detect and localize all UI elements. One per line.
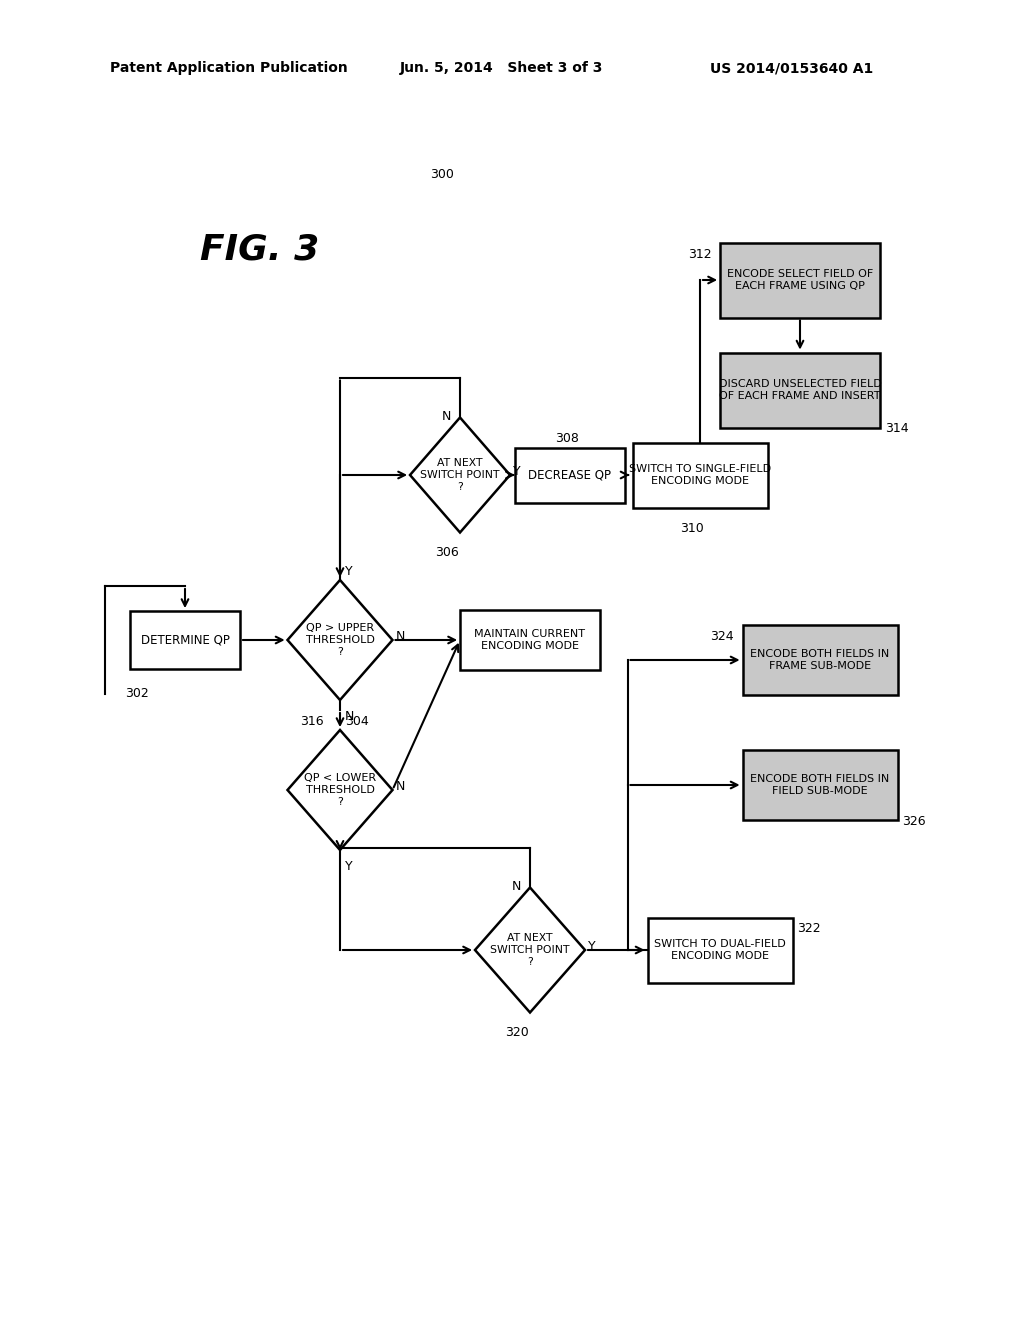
Text: 304: 304: [345, 715, 369, 729]
Text: ENCODE SELECT FIELD OF
EACH FRAME USING QP: ENCODE SELECT FIELD OF EACH FRAME USING …: [727, 268, 873, 292]
Polygon shape: [475, 887, 585, 1012]
Text: 312: 312: [688, 248, 712, 260]
Text: ENCODE BOTH FIELDS IN
FRAME SUB-MODE: ENCODE BOTH FIELDS IN FRAME SUB-MODE: [751, 648, 890, 672]
Text: QP > UPPER
THRESHOLD
?: QP > UPPER THRESHOLD ?: [305, 623, 375, 657]
Bar: [515, 447, 625, 503]
Bar: [720, 243, 880, 318]
Text: N: N: [395, 780, 404, 793]
Polygon shape: [288, 579, 392, 700]
Text: AT NEXT
SWITCH POINT
?: AT NEXT SWITCH POINT ?: [420, 458, 500, 492]
Text: Jun. 5, 2014   Sheet 3 of 3: Jun. 5, 2014 Sheet 3 of 3: [400, 61, 603, 75]
Bar: [647, 917, 793, 982]
Text: 320: 320: [505, 1027, 528, 1040]
Text: Patent Application Publication: Patent Application Publication: [110, 61, 348, 75]
Text: Y: Y: [588, 940, 596, 953]
Text: 322: 322: [798, 923, 821, 936]
Text: Y: Y: [513, 465, 520, 478]
Text: SWITCH TO SINGLE-FIELD
ENCODING MODE: SWITCH TO SINGLE-FIELD ENCODING MODE: [629, 463, 771, 486]
Text: AT NEXT
SWITCH POINT
?: AT NEXT SWITCH POINT ?: [490, 933, 569, 968]
Text: Y: Y: [345, 861, 352, 873]
Bar: [460, 610, 600, 671]
Bar: [130, 611, 240, 669]
Text: 326: 326: [902, 814, 926, 828]
Text: MAINTAIN CURRENT
ENCODING MODE: MAINTAIN CURRENT ENCODING MODE: [474, 628, 586, 651]
Text: DECREASE QP: DECREASE QP: [528, 469, 611, 482]
Bar: [742, 624, 897, 696]
Text: DISCARD UNSELECTED FIELD
OF EACH FRAME AND INSERT: DISCARD UNSELECTED FIELD OF EACH FRAME A…: [719, 379, 882, 401]
Text: Y: Y: [345, 565, 352, 578]
Text: 302: 302: [125, 686, 148, 700]
Text: 300: 300: [430, 168, 454, 181]
Bar: [720, 352, 880, 428]
Text: 324: 324: [711, 630, 734, 643]
Text: QP < LOWER
THRESHOLD
?: QP < LOWER THRESHOLD ?: [304, 772, 376, 808]
Polygon shape: [288, 730, 392, 850]
Text: 310: 310: [680, 521, 703, 535]
Text: N: N: [345, 710, 354, 723]
Text: 316: 316: [300, 715, 324, 729]
Text: ENCODE BOTH FIELDS IN
FIELD SUB-MODE: ENCODE BOTH FIELDS IN FIELD SUB-MODE: [751, 774, 890, 796]
Bar: [633, 442, 768, 507]
Text: N: N: [395, 630, 404, 643]
Bar: [742, 750, 897, 820]
Polygon shape: [410, 417, 510, 532]
Text: US 2014/0153640 A1: US 2014/0153640 A1: [710, 61, 873, 75]
Text: 314: 314: [885, 422, 908, 436]
Text: DETERMINE QP: DETERMINE QP: [140, 634, 229, 647]
Text: 306: 306: [435, 546, 459, 560]
Text: N: N: [442, 409, 452, 422]
Text: N: N: [512, 879, 521, 892]
Text: FIG. 3: FIG. 3: [200, 234, 319, 267]
Text: SWITCH TO DUAL-FIELD
ENCODING MODE: SWITCH TO DUAL-FIELD ENCODING MODE: [654, 939, 785, 961]
Text: 308: 308: [555, 433, 579, 446]
